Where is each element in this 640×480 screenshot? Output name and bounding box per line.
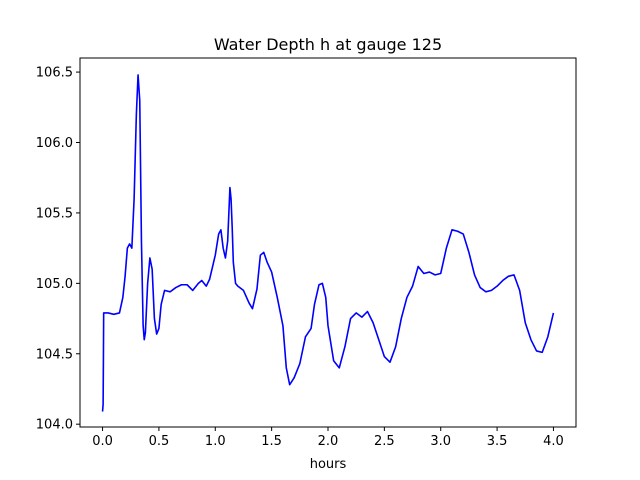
x-tick-label: 1.5 xyxy=(261,434,282,449)
y-tick-label: 106.0 xyxy=(36,136,73,151)
x-tick-label: 2.5 xyxy=(374,434,395,449)
y-tick-label: 105.0 xyxy=(36,277,73,292)
y-axis-ticks: 104.0 104.5 105.0 105.5 106.0 106.5 xyxy=(36,66,80,433)
x-tick-label: 0.0 xyxy=(92,434,113,449)
x-tick-label: 3.5 xyxy=(487,434,508,449)
x-tick-label: 1.0 xyxy=(205,434,226,449)
x-tick-label: 0.5 xyxy=(149,434,170,449)
x-tick-label: 3.0 xyxy=(430,434,451,449)
y-tick-label: 106.5 xyxy=(36,66,73,81)
x-axis-ticks: 0.0 0.5 1.0 1.5 2.0 2.5 3.0 3.5 4.0 xyxy=(92,427,564,449)
x-tick-label: 2.0 xyxy=(318,434,339,449)
y-tick-label: 104.5 xyxy=(36,347,73,362)
y-tick-label: 104.0 xyxy=(36,418,73,433)
series-line-0 xyxy=(101,74,555,412)
y-tick-label: 105.5 xyxy=(36,206,73,221)
x-tick-label: 4.0 xyxy=(543,434,564,449)
x-axis-label: hours xyxy=(310,457,347,472)
chart-title: Water Depth h at gauge 125 xyxy=(214,35,442,54)
